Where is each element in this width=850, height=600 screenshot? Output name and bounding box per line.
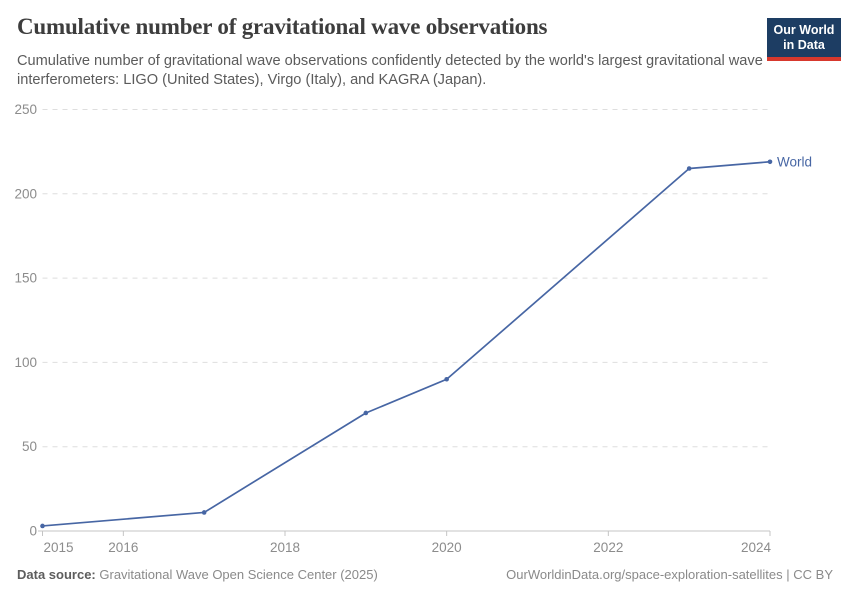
owid-logo[interactable]: Our World in Data	[767, 18, 841, 61]
x-axis-tick-label-2020: 2020	[432, 540, 462, 555]
x-axis-tick-label-2022: 2022	[593, 540, 623, 555]
world-data-point-2024[interactable]	[767, 159, 773, 165]
owid-url-link[interactable]: OurWorldinData.org/space-exploration-sat…	[506, 567, 783, 582]
datasource-value[interactable]: Gravitational Wave Open Science Center (…	[99, 567, 378, 582]
chart-footer: Data source: Gravitational Wave Open Sci…	[17, 567, 833, 582]
world-data-point-2023[interactable]	[686, 166, 692, 171]
y-axis-tick-label-250: 250	[14, 102, 37, 117]
y-axis-tick-label-50: 50	[22, 439, 37, 454]
y-axis-tick-label-0: 0	[29, 524, 37, 539]
footer-datasource: Data source: Gravitational Wave Open Sci…	[17, 567, 378, 582]
world-series-line[interactable]	[42, 160, 771, 527]
chart-title: Cumulative number of gravitational wave …	[17, 14, 548, 39]
world-data-point-2019[interactable]	[363, 410, 369, 416]
license-link[interactable]: CC BY	[793, 567, 833, 582]
y-axis-tick-label-200: 200	[14, 186, 37, 201]
world-data-point-2017[interactable]	[201, 510, 207, 515]
footer-links: OurWorldinData.org/space-exploration-sat…	[506, 567, 833, 582]
x-axis-tick-label-2024: 2024	[741, 540, 772, 555]
x-axis-tick-label-2018: 2018	[270, 540, 300, 555]
owid-logo-line1: Our World	[773, 23, 835, 37]
x-axis-tick-label-2016: 2016	[108, 540, 138, 555]
x-axis-tick-label-2015: 2015	[44, 540, 74, 555]
entity-label-world[interactable]: World	[777, 154, 812, 169]
world-data-point-2015[interactable]	[40, 523, 45, 529]
y-axis-tick-label-150: 150	[14, 271, 37, 286]
world-data-point-2020[interactable]	[444, 376, 449, 382]
footer-separator: |	[782, 567, 794, 582]
y-axis-tick-label-100: 100	[14, 355, 37, 370]
chart-subtitle: Cumulative number of gravitational wave …	[17, 53, 763, 89]
datasource-label: Data source:	[17, 567, 96, 582]
owid-logo-line2: in Data	[783, 37, 825, 52]
